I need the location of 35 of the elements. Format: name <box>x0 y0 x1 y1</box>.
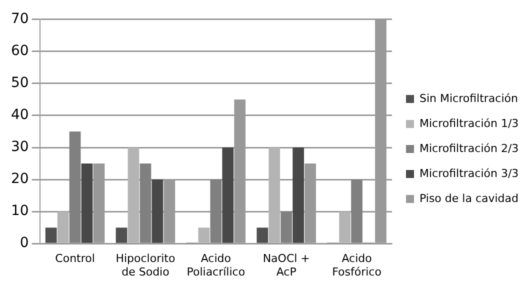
bar <box>256 228 268 243</box>
bar <box>140 164 152 243</box>
x-tick-label: Control <box>55 252 95 266</box>
bar <box>292 148 304 243</box>
y-tick-label: 20 <box>10 171 29 188</box>
y-tick-label: 60 <box>10 43 29 60</box>
bar <box>210 180 222 243</box>
bar <box>69 132 81 243</box>
legend-label: Piso de la cavidad <box>420 192 519 205</box>
x-tick-label: Hipoclorito de Sodio <box>116 252 176 278</box>
legend-label: Microfiltración 2/3 <box>420 142 519 155</box>
y-tick-label: 10 <box>10 203 29 220</box>
bar <box>339 212 350 243</box>
y-tick-label: 50 <box>10 75 29 92</box>
x-tick-label: Acido Fosfórico <box>332 252 382 278</box>
legend-label: Microfiltración 3/3 <box>420 166 519 180</box>
legend-label: Microfiltración 1/3 <box>420 116 519 130</box>
y-tick-label: 0 <box>20 235 29 252</box>
bar <box>222 148 234 243</box>
x-tick-label: Acido Poliacrílico <box>186 252 246 278</box>
bar <box>128 148 140 243</box>
x-tick-label: NaOCl + AcP <box>262 252 310 278</box>
bar <box>198 228 210 243</box>
bar <box>45 228 57 243</box>
y-tick-label: 40 <box>10 107 29 124</box>
bar <box>280 212 292 243</box>
bar <box>116 228 128 243</box>
bar <box>152 180 164 243</box>
legend-label: Sin Microfiltración <box>420 92 518 105</box>
bar <box>351 180 362 243</box>
bar <box>268 148 280 243</box>
bar <box>57 212 69 243</box>
y-tick-label: 30 <box>10 139 29 156</box>
bar <box>81 164 93 243</box>
y-tick-label: 70 <box>10 11 29 28</box>
